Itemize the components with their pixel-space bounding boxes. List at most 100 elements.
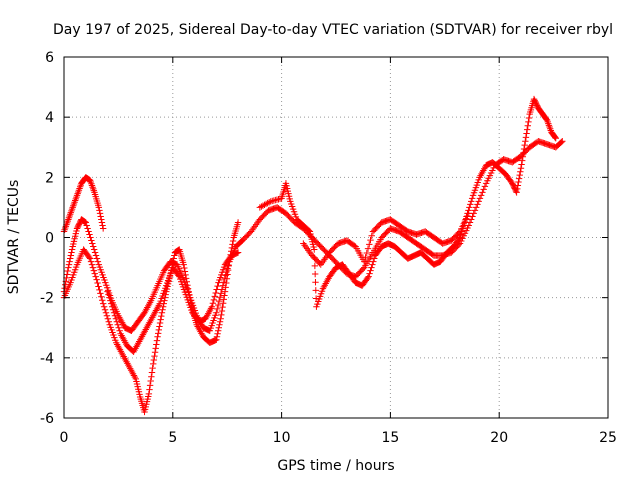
data-point <box>517 165 525 172</box>
data-point <box>156 319 164 327</box>
data-point <box>95 204 103 211</box>
data-point <box>150 360 157 368</box>
data-point <box>364 274 371 282</box>
data-point <box>468 198 475 205</box>
data-point <box>368 264 375 271</box>
data-point <box>116 327 123 334</box>
data-point <box>156 323 163 330</box>
data-point <box>159 306 166 313</box>
data-point <box>99 222 106 229</box>
data-point <box>312 278 319 286</box>
data-point <box>145 390 153 398</box>
data-point <box>366 241 373 248</box>
data-point <box>215 297 223 305</box>
grid <box>64 57 608 418</box>
data-point <box>151 352 158 360</box>
data-point <box>99 297 106 304</box>
data-point <box>474 201 481 208</box>
data-point <box>364 245 372 252</box>
data-point <box>220 296 227 303</box>
data-point <box>106 294 113 301</box>
data-point <box>181 264 188 272</box>
data-point <box>219 303 226 311</box>
data-point <box>524 122 531 129</box>
series-4 <box>256 95 559 310</box>
data-point <box>182 275 190 282</box>
data-point <box>85 254 93 261</box>
data-point <box>234 219 242 226</box>
data-point <box>513 189 520 196</box>
data-point <box>551 134 559 141</box>
data-point <box>170 255 177 262</box>
data-point <box>480 186 487 193</box>
data-point <box>216 318 224 325</box>
data-point <box>96 207 103 214</box>
data-point <box>213 336 220 343</box>
data-point <box>265 199 273 206</box>
data-point <box>456 234 464 241</box>
data-point <box>92 252 100 259</box>
data-point <box>110 309 118 316</box>
data-point <box>96 210 104 217</box>
chart-title: Day 197 of 2025, Sidereal Day-to-day VTE… <box>53 22 613 38</box>
data-point <box>113 318 121 325</box>
data-point <box>476 195 484 202</box>
data-point <box>312 287 319 294</box>
data-point <box>100 303 108 310</box>
data-point <box>105 291 112 298</box>
x-tick-label: 25 <box>599 430 617 446</box>
data-point <box>91 249 99 256</box>
data-point <box>468 216 475 223</box>
data-point <box>103 312 111 319</box>
data-point <box>89 240 96 247</box>
data-point <box>523 130 530 137</box>
x-tick-label: 15 <box>381 430 399 446</box>
data-point <box>522 138 529 145</box>
data-point <box>212 289 219 297</box>
data-point <box>518 161 525 168</box>
data-point <box>219 300 227 307</box>
data-point <box>92 273 99 280</box>
data-point <box>520 149 527 157</box>
data-point <box>115 324 122 331</box>
data-point <box>514 182 522 189</box>
data-point <box>88 237 95 244</box>
data-point <box>158 312 165 320</box>
data-point <box>222 284 229 291</box>
data-point <box>223 275 231 282</box>
data-point <box>97 213 104 220</box>
x-tick-label: 0 <box>60 430 69 446</box>
data-point <box>520 145 528 153</box>
data-point <box>311 270 319 278</box>
data-point <box>519 157 526 164</box>
data-point <box>455 229 462 236</box>
data-point <box>66 258 73 265</box>
y-tick-label: -6 <box>40 411 54 427</box>
data-point <box>234 249 242 256</box>
data-point <box>481 183 489 190</box>
data-point <box>105 318 112 325</box>
data-point <box>311 262 319 270</box>
data-point <box>558 138 565 146</box>
data-point <box>475 198 482 205</box>
y-axis-ticks: -6 -4 -2 0 2 4 6 <box>40 50 608 427</box>
data-point <box>183 278 190 285</box>
x-tick-label: 5 <box>168 430 177 446</box>
data-point <box>88 261 96 268</box>
data-point <box>467 201 474 208</box>
series-1 <box>60 174 107 235</box>
data-point <box>221 292 228 299</box>
data-point <box>93 276 100 283</box>
data-point <box>369 261 376 268</box>
data-point <box>146 382 154 389</box>
data-point <box>522 134 530 141</box>
data-point <box>155 326 163 334</box>
data-point <box>455 235 463 242</box>
data-point <box>171 252 178 259</box>
y-tick-label: 2 <box>45 170 54 186</box>
data-point <box>87 258 95 265</box>
data-point <box>104 315 112 322</box>
data-point <box>82 219 89 226</box>
data-point <box>216 321 223 328</box>
data-point <box>93 255 101 262</box>
